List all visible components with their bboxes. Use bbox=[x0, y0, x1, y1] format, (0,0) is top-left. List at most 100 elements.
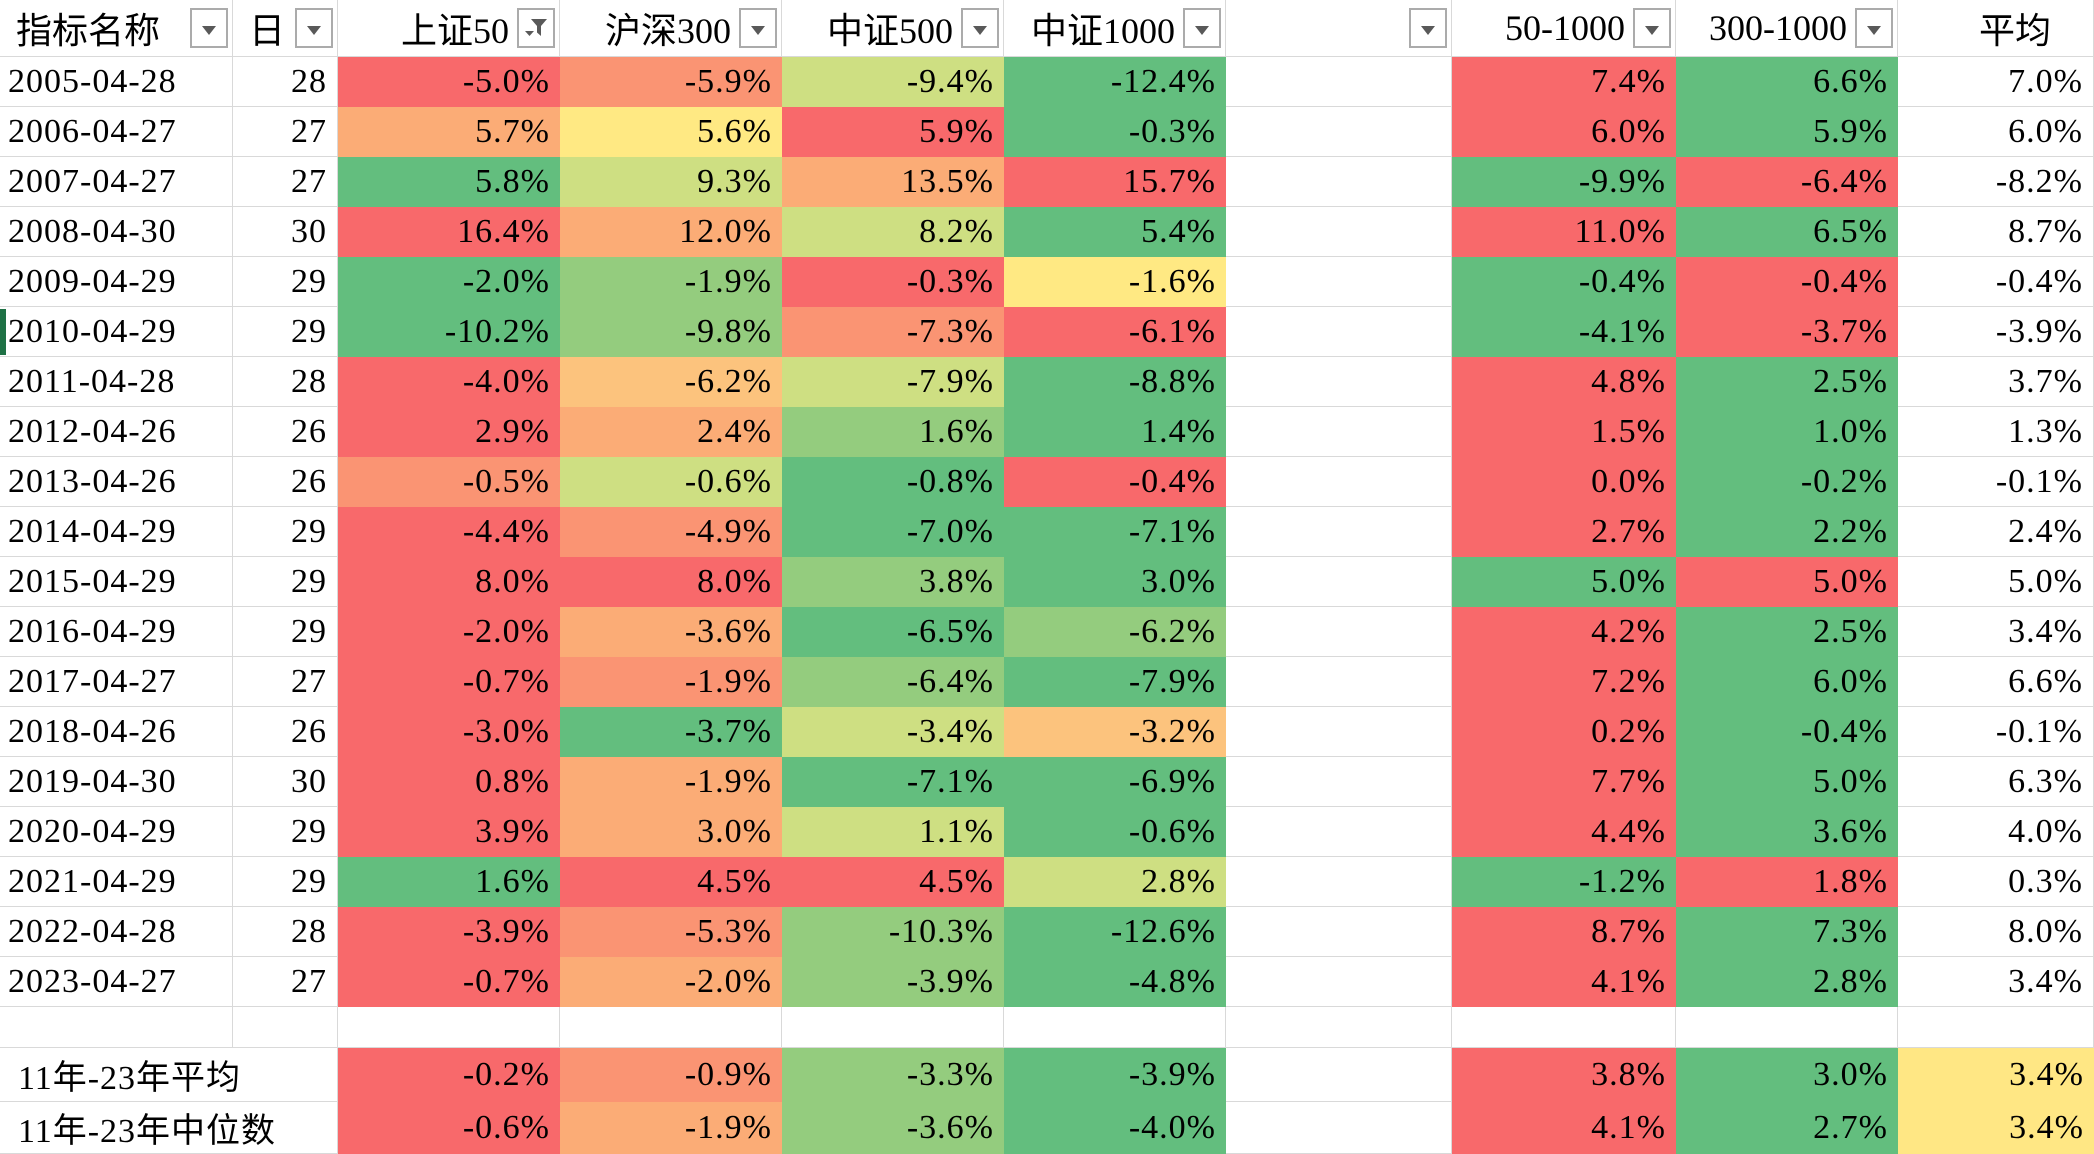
date-cell[interactable]: 2021-04-29 bbox=[0, 857, 233, 907]
index-return-cell[interactable]: -4.0% bbox=[338, 357, 560, 407]
day-cell[interactable]: 27 bbox=[233, 157, 338, 207]
average-cell[interactable]: 7.0% bbox=[1898, 57, 2094, 107]
average-cell[interactable]: 3.4% bbox=[1898, 957, 2094, 1007]
index-return-cell[interactable]: 1.4% bbox=[1004, 407, 1226, 457]
day-cell[interactable]: 30 bbox=[233, 757, 338, 807]
index-return-cell[interactable]: -0.2% bbox=[338, 1048, 560, 1102]
average-cell[interactable]: -0.1% bbox=[1898, 707, 2094, 757]
index-return-cell[interactable]: -7.1% bbox=[782, 757, 1004, 807]
spread-cell[interactable]: 5.0% bbox=[1452, 557, 1676, 607]
index-return-cell[interactable]: 5.8% bbox=[338, 157, 560, 207]
spread-cell[interactable]: 2.5% bbox=[1676, 357, 1898, 407]
spread-cell[interactable]: 2.7% bbox=[1676, 1102, 1898, 1154]
index-return-cell[interactable]: 1.6% bbox=[338, 857, 560, 907]
index-return-cell[interactable]: -3.3% bbox=[782, 1048, 1004, 1102]
date-cell[interactable]: 2020-04-29 bbox=[0, 807, 233, 857]
spread-cell[interactable]: 6.0% bbox=[1452, 107, 1676, 157]
index-return-cell[interactable]: -0.8% bbox=[782, 457, 1004, 507]
header-cell-8[interactable]: 300-1000 bbox=[1676, 0, 1898, 57]
spread-cell[interactable]: -3.7% bbox=[1676, 307, 1898, 357]
index-return-cell[interactable]: 8.2% bbox=[782, 207, 1004, 257]
blank-cell[interactable] bbox=[1226, 207, 1452, 257]
day-cell[interactable]: 27 bbox=[233, 657, 338, 707]
day-cell[interactable]: 29 bbox=[233, 607, 338, 657]
average-cell[interactable]: 6.0% bbox=[1898, 107, 2094, 157]
filter-dropdown-5[interactable] bbox=[1183, 8, 1221, 48]
index-return-cell[interactable]: 3.9% bbox=[338, 807, 560, 857]
spread-cell[interactable]: 1.8% bbox=[1676, 857, 1898, 907]
index-return-cell[interactable]: 5.6% bbox=[560, 107, 782, 157]
index-return-cell[interactable]: 1.6% bbox=[782, 407, 1004, 457]
spread-cell[interactable]: -1.2% bbox=[1452, 857, 1676, 907]
day-cell[interactable]: 26 bbox=[233, 707, 338, 757]
day-cell[interactable]: 26 bbox=[233, 407, 338, 457]
index-return-cell[interactable]: -0.3% bbox=[782, 257, 1004, 307]
index-return-cell[interactable]: -12.6% bbox=[1004, 907, 1226, 957]
spread-cell[interactable]: 2.8% bbox=[1676, 957, 1898, 1007]
index-return-cell[interactable]: -3.0% bbox=[338, 707, 560, 757]
spread-cell[interactable]: 6.6% bbox=[1676, 57, 1898, 107]
spread-cell[interactable]: 6.5% bbox=[1676, 207, 1898, 257]
day-cell[interactable]: 29 bbox=[233, 557, 338, 607]
index-return-cell[interactable]: 2.9% bbox=[338, 407, 560, 457]
index-return-cell[interactable]: -3.9% bbox=[782, 957, 1004, 1007]
index-return-cell[interactable]: -2.0% bbox=[338, 257, 560, 307]
date-cell[interactable]: 2019-04-30 bbox=[0, 757, 233, 807]
day-cell[interactable]: 26 bbox=[233, 457, 338, 507]
blank-cell[interactable] bbox=[1226, 357, 1452, 407]
spread-cell[interactable]: 7.3% bbox=[1676, 907, 1898, 957]
index-return-cell[interactable]: -7.0% bbox=[782, 507, 1004, 557]
date-cell[interactable]: 2015-04-29 bbox=[0, 557, 233, 607]
average-cell[interactable]: 5.0% bbox=[1898, 557, 2094, 607]
index-return-cell[interactable]: -0.7% bbox=[338, 657, 560, 707]
spread-cell[interactable]: 2.2% bbox=[1676, 507, 1898, 557]
index-return-cell[interactable]: -7.9% bbox=[1004, 657, 1226, 707]
index-return-cell[interactable]: -3.6% bbox=[560, 607, 782, 657]
spread-cell[interactable]: -0.4% bbox=[1676, 707, 1898, 757]
index-return-cell[interactable]: 4.5% bbox=[782, 857, 1004, 907]
index-return-cell[interactable]: -5.9% bbox=[560, 57, 782, 107]
index-return-cell[interactable]: 4.5% bbox=[560, 857, 782, 907]
blank-cell[interactable] bbox=[1226, 607, 1452, 657]
empty-row-cell[interactable] bbox=[1676, 1007, 1898, 1048]
average-cell[interactable]: -8.2% bbox=[1898, 157, 2094, 207]
index-return-cell[interactable]: -4.4% bbox=[338, 507, 560, 557]
spread-cell[interactable]: 8.7% bbox=[1452, 907, 1676, 957]
index-return-cell[interactable]: -1.9% bbox=[560, 657, 782, 707]
header-cell-2[interactable]: 上证50 bbox=[338, 0, 560, 57]
spread-cell[interactable]: -0.4% bbox=[1452, 257, 1676, 307]
filter-dropdown-7[interactable] bbox=[1633, 8, 1671, 48]
average-cell[interactable]: 2.4% bbox=[1898, 507, 2094, 557]
index-return-cell[interactable]: -5.0% bbox=[338, 57, 560, 107]
date-cell[interactable]: 2018-04-26 bbox=[0, 707, 233, 757]
day-cell[interactable]: 29 bbox=[233, 807, 338, 857]
empty-row-cell[interactable] bbox=[338, 1007, 560, 1048]
spread-cell[interactable]: 3.0% bbox=[1676, 1048, 1898, 1102]
average-cell[interactable]: -3.9% bbox=[1898, 307, 2094, 357]
header-cell-3[interactable]: 沪深300 bbox=[560, 0, 782, 57]
empty-row-cell[interactable] bbox=[1452, 1007, 1676, 1048]
spread-cell[interactable]: 4.1% bbox=[1452, 957, 1676, 1007]
date-cell[interactable]: 2023-04-27 bbox=[0, 957, 233, 1007]
empty-row-cell[interactable] bbox=[1226, 1007, 1452, 1048]
date-cell[interactable]: 2013-04-26 bbox=[0, 457, 233, 507]
date-cell[interactable]: 2007-04-27 bbox=[0, 157, 233, 207]
filter-dropdown-2[interactable] bbox=[517, 8, 555, 48]
index-return-cell[interactable]: 3.0% bbox=[560, 807, 782, 857]
spread-cell[interactable]: 5.0% bbox=[1676, 557, 1898, 607]
index-return-cell[interactable]: -12.4% bbox=[1004, 57, 1226, 107]
spread-cell[interactable]: 1.0% bbox=[1676, 407, 1898, 457]
day-cell[interactable]: 29 bbox=[233, 257, 338, 307]
date-cell[interactable]: 2012-04-26 bbox=[0, 407, 233, 457]
header-cell-5[interactable]: 中证1000 bbox=[1004, 0, 1226, 57]
index-return-cell[interactable]: -0.7% bbox=[338, 957, 560, 1007]
date-cell[interactable]: 2016-04-29 bbox=[0, 607, 233, 657]
index-return-cell[interactable]: 9.3% bbox=[560, 157, 782, 207]
empty-row-cell[interactable] bbox=[1898, 1007, 2094, 1048]
spread-cell[interactable]: -6.4% bbox=[1676, 157, 1898, 207]
spread-cell[interactable]: 1.5% bbox=[1452, 407, 1676, 457]
empty-row-cell[interactable] bbox=[233, 1007, 338, 1048]
summary-label-cell[interactable]: 11年-23年平均 bbox=[0, 1048, 338, 1102]
index-return-cell[interactable]: -1.9% bbox=[560, 757, 782, 807]
spread-cell[interactable]: -4.1% bbox=[1452, 307, 1676, 357]
